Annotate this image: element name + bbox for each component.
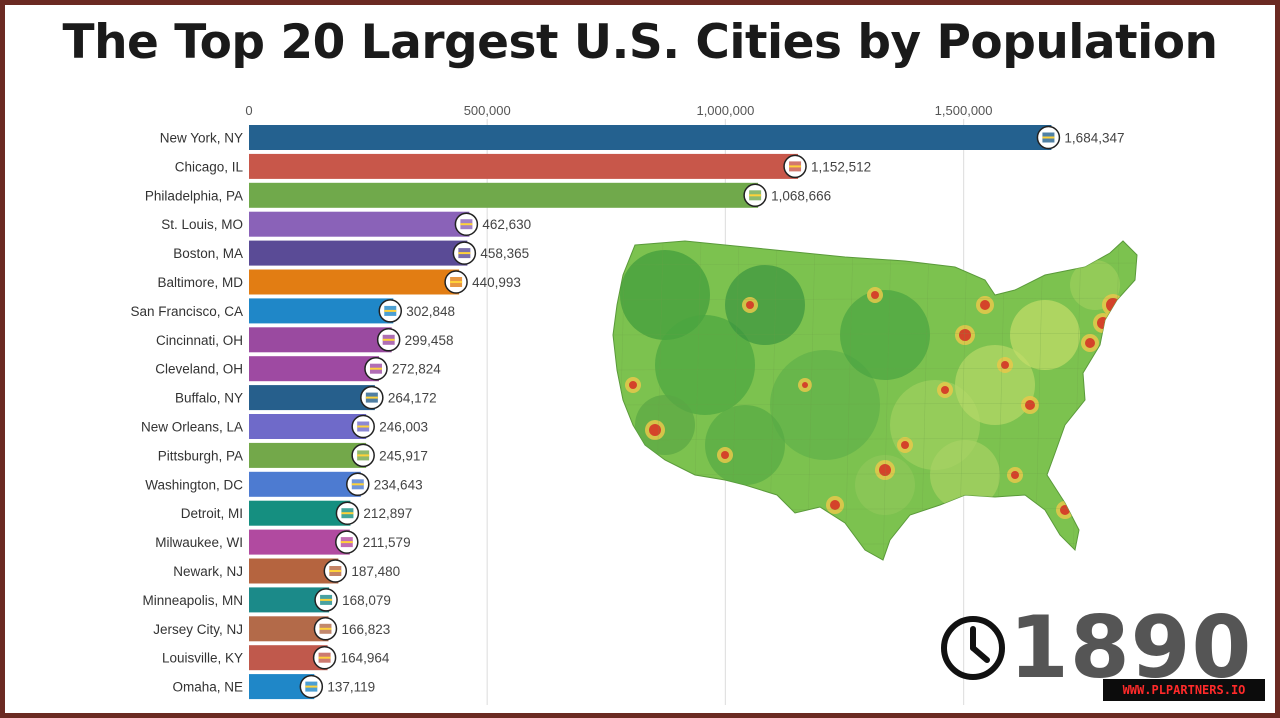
city-flag-icon [444,270,468,294]
bar-value-label: 164,964 [341,651,390,666]
city-label: Buffalo, NY [175,391,243,406]
bar-value-label: 1,684,347 [1064,131,1124,146]
year-label: 1890 [1009,598,1253,698]
bar-value-label: 234,643 [374,477,423,492]
city-label: Philadelphia, PA [145,188,243,203]
bar-value-label: 440,993 [472,275,521,290]
bar [249,500,351,526]
city-label: Washington, DC [145,477,243,492]
bar-value-label: 302,848 [406,304,455,319]
city-flag-icon [299,674,324,699]
city-flag-icon [314,588,338,612]
bar-value-label: 272,824 [392,362,441,377]
bar [249,442,367,468]
bar-value-label: 462,630 [482,217,531,232]
x-tick-label: 500,000 [464,103,511,118]
bar-value-label: 245,917 [379,448,428,463]
city-flag-icon [1036,125,1061,150]
bar [249,182,759,208]
city-flag-icon [312,645,337,670]
city-flag-icon [351,414,375,439]
city-label: St. Louis, MO [161,217,243,232]
city-flag-icon [313,617,338,641]
chart-title: The Top 20 Largest U.S. Cities by Popula… [62,15,1218,70]
bar-value-label: 1,068,666 [771,188,831,203]
bar-value-label: 246,003 [379,420,428,435]
bar-value-label: 1,152,512 [811,159,871,174]
bar-value-label: 299,458 [405,333,454,348]
city-label: Chicago, IL [175,159,244,174]
city-flag-icon [376,328,401,352]
bar-value-label: 137,119 [327,680,375,695]
bar [249,269,460,295]
x-tick-label: 0 [245,103,252,118]
city-flag-icon [360,385,384,410]
city-label: Jersey City, NJ [153,622,243,637]
bar [249,356,379,382]
city-flag-icon [335,501,360,525]
city-flag-icon [323,559,348,583]
us-population-density-map [612,240,1138,561]
city-flag-icon [783,154,807,179]
bar-value-label: 212,897 [363,506,412,521]
chart-frame: The Top 20 Largest U.S. Cities by Popula… [5,5,1275,713]
city-flag-icon [364,356,388,381]
bar [249,298,394,324]
city-flag-icon [351,443,375,468]
city-label: Milwaukee, WI [155,535,243,550]
city-label: Detroit, MI [181,506,243,521]
city-flag-icon [743,183,767,208]
city-label: Boston, MA [173,246,243,261]
city-label: Cincinnati, OH [156,333,243,348]
bar-value-label: 211,579 [363,535,411,550]
bar [249,327,392,353]
x-tick-label: 1,000,000 [696,103,754,118]
city-label: Pittsburgh, PA [158,448,243,463]
city-label: Omaha, NE [172,680,243,695]
bar [249,240,468,266]
city-flag-icon [346,472,370,497]
city-label: Newark, NJ [173,564,243,579]
city-label: San Francisco, CA [130,304,243,319]
bar [249,529,350,555]
city-flag-icon [452,241,477,265]
bar-value-label: 264,172 [388,391,437,406]
bar-value-label: 458,365 [480,246,529,261]
bar [249,211,470,237]
bar-chart: 0 500,000 1,000,000 1,500,000 New York, NY 1… [130,103,1138,705]
bar [249,414,367,439]
x-tick-label: 1,500,000 [935,103,993,118]
city-label: Baltimore, MD [157,275,243,290]
city-label: Minneapolis, MN [142,593,243,608]
bar [249,471,361,497]
watermark: WWW.PLPARTNERS.IO [1103,679,1265,701]
bar-value-label: 187,480 [351,564,400,579]
city-flag-icon [378,299,403,323]
bar-value-label: 168,079 [342,593,391,608]
city-label: New Orleans, LA [141,420,243,435]
bar [249,125,1052,150]
city-flag-icon [335,530,359,554]
bar-value-label: 166,823 [341,622,390,637]
city-label: Louisville, KY [162,651,243,666]
bar [249,385,375,411]
clock-icon [941,616,1005,680]
city-flag-icon [454,212,479,236]
city-label: Cleveland, OH [155,362,243,377]
city-label: New York, NY [160,131,243,146]
year-indicator: 1890 [937,605,1252,691]
bar [249,153,799,179]
bar [249,558,339,584]
